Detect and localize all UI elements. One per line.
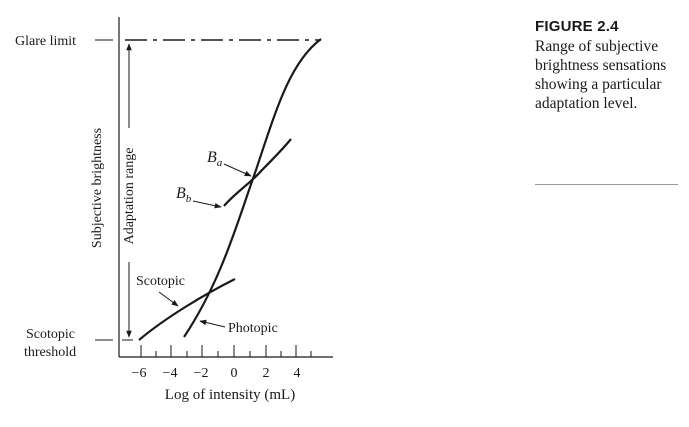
bb-label-main: B	[176, 185, 186, 202]
x-tick-label: −4	[163, 366, 178, 381]
bb-pointer-arrow	[192, 200, 222, 209]
scotopic-curve	[138, 278, 236, 341]
photopic-pointer-arrow	[199, 319, 226, 328]
x-axis-ticks	[140, 345, 312, 357]
x-tick-label: 2	[263, 366, 270, 381]
ba-label-subscript: a	[217, 157, 223, 169]
photopic-curve	[183, 38, 322, 338]
y-axis-label: Subjective brightness	[90, 128, 105, 248]
scotopic-curve-label: Scotopic	[136, 274, 185, 289]
scotopic-threshold-label-line2: threshold	[24, 345, 76, 360]
photopic-curve-label: Photopic	[228, 321, 278, 336]
x-tick-label: 4	[294, 366, 301, 381]
bb-label: Bb	[176, 185, 192, 205]
figure-caption: FIGURE 2.4 Range of subjective brightnes…	[535, 18, 685, 113]
bb-label-subscript: b	[186, 193, 192, 205]
x-tick-label: −6	[132, 366, 147, 381]
glare-limit-label: Glare limit	[15, 34, 76, 49]
x-tick-label: 0	[231, 366, 238, 381]
scotopic-pointer-arrow	[158, 291, 179, 307]
caption-text: Range of subjective brightness sensation…	[535, 38, 667, 112]
ba-label: Ba	[207, 149, 223, 169]
brightness-adaptation-diagram: −6 −4 −2 0 2 4 Log of intensity (mL) Gla…	[15, 17, 333, 403]
figure-number: FIGURE 2.4	[535, 18, 619, 35]
x-tick-label: −2	[194, 366, 209, 381]
ba-label-main: B	[207, 149, 217, 166]
caption-divider	[535, 184, 678, 185]
adaptation-level-curve	[223, 138, 292, 207]
x-axis-label: Log of intensity (mL)	[165, 387, 295, 403]
scotopic-threshold-label-line1: Scotopic	[26, 327, 75, 342]
adaptation-range-label: Adaptation range	[122, 148, 137, 245]
ba-pointer-arrow	[223, 163, 252, 177]
